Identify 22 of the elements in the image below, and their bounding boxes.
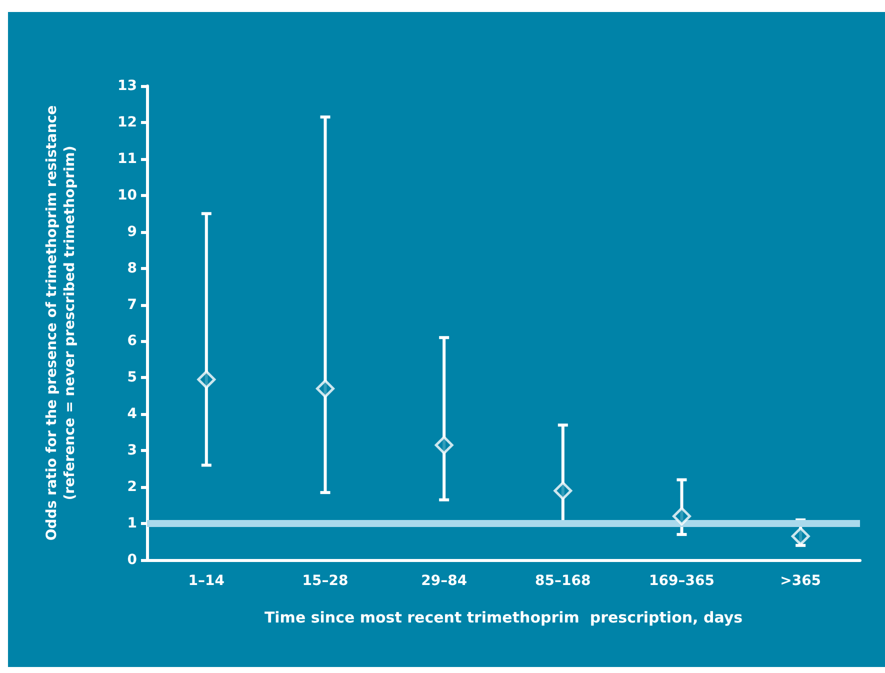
x-tick-label: >365 (780, 573, 822, 589)
y-tick-label: 1 (127, 516, 137, 532)
y-tick-label: 13 (118, 78, 137, 94)
y-tick-label: 4 (127, 406, 138, 422)
y-tick-label: 8 (127, 260, 137, 276)
x-tick-label: 169–365 (649, 573, 714, 589)
y-tick-label: 7 (127, 296, 137, 313)
x-tick-label: 15–28 (302, 573, 348, 589)
y-tick-label: 0 (127, 552, 138, 568)
x-axis-title: Time since most recent trimethoprim prescription, days (264, 608, 743, 626)
y-tick-label: 12 (118, 114, 137, 130)
x-tick-label: 85–168 (535, 573, 591, 589)
y-tick-label: 6 (127, 333, 137, 350)
y-tick-label: 10 (118, 187, 138, 204)
x-tick-label: 29–84 (421, 573, 468, 589)
x-tick-label: 1–14 (188, 573, 225, 589)
y-tick-label: 2 (127, 479, 137, 496)
y-axis-title: Odds ratio for the presence of trimethoprim resistance (reference = never prescribed trimethoprim) (44, 105, 78, 541)
y-tick-label: 11 (118, 150, 137, 167)
y-tick-label: 3 (127, 442, 137, 459)
y-tick-label: 9 (127, 224, 137, 240)
y-tick-label: 5 (127, 370, 137, 386)
